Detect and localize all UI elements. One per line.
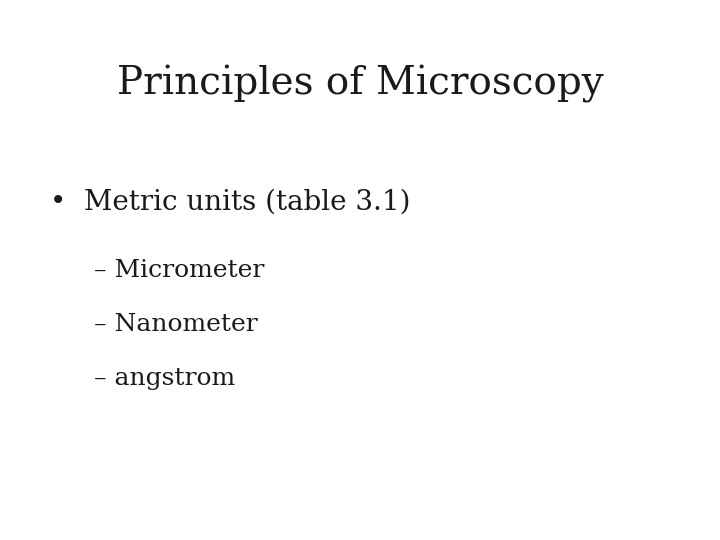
Text: Principles of Microscopy: Principles of Microscopy: [117, 65, 603, 103]
Text: •  Metric units (table 3.1): • Metric units (table 3.1): [50, 189, 411, 216]
Text: – Micrometer: – Micrometer: [94, 259, 264, 282]
Text: – angstrom: – angstrom: [94, 367, 235, 390]
Text: – Nanometer: – Nanometer: [94, 313, 257, 336]
